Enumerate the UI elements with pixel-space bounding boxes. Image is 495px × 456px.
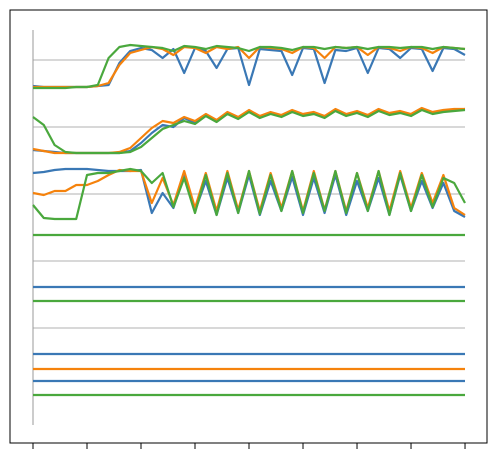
data-line — [32, 46, 466, 89]
plot-frame — [9, 9, 488, 444]
data-line — [33, 43, 466, 90]
data-line — [32, 107, 466, 155]
data-line — [32, 106, 465, 155]
data-line — [32, 167, 466, 221]
data-line — [33, 45, 466, 89]
data-line — [32, 108, 466, 155]
